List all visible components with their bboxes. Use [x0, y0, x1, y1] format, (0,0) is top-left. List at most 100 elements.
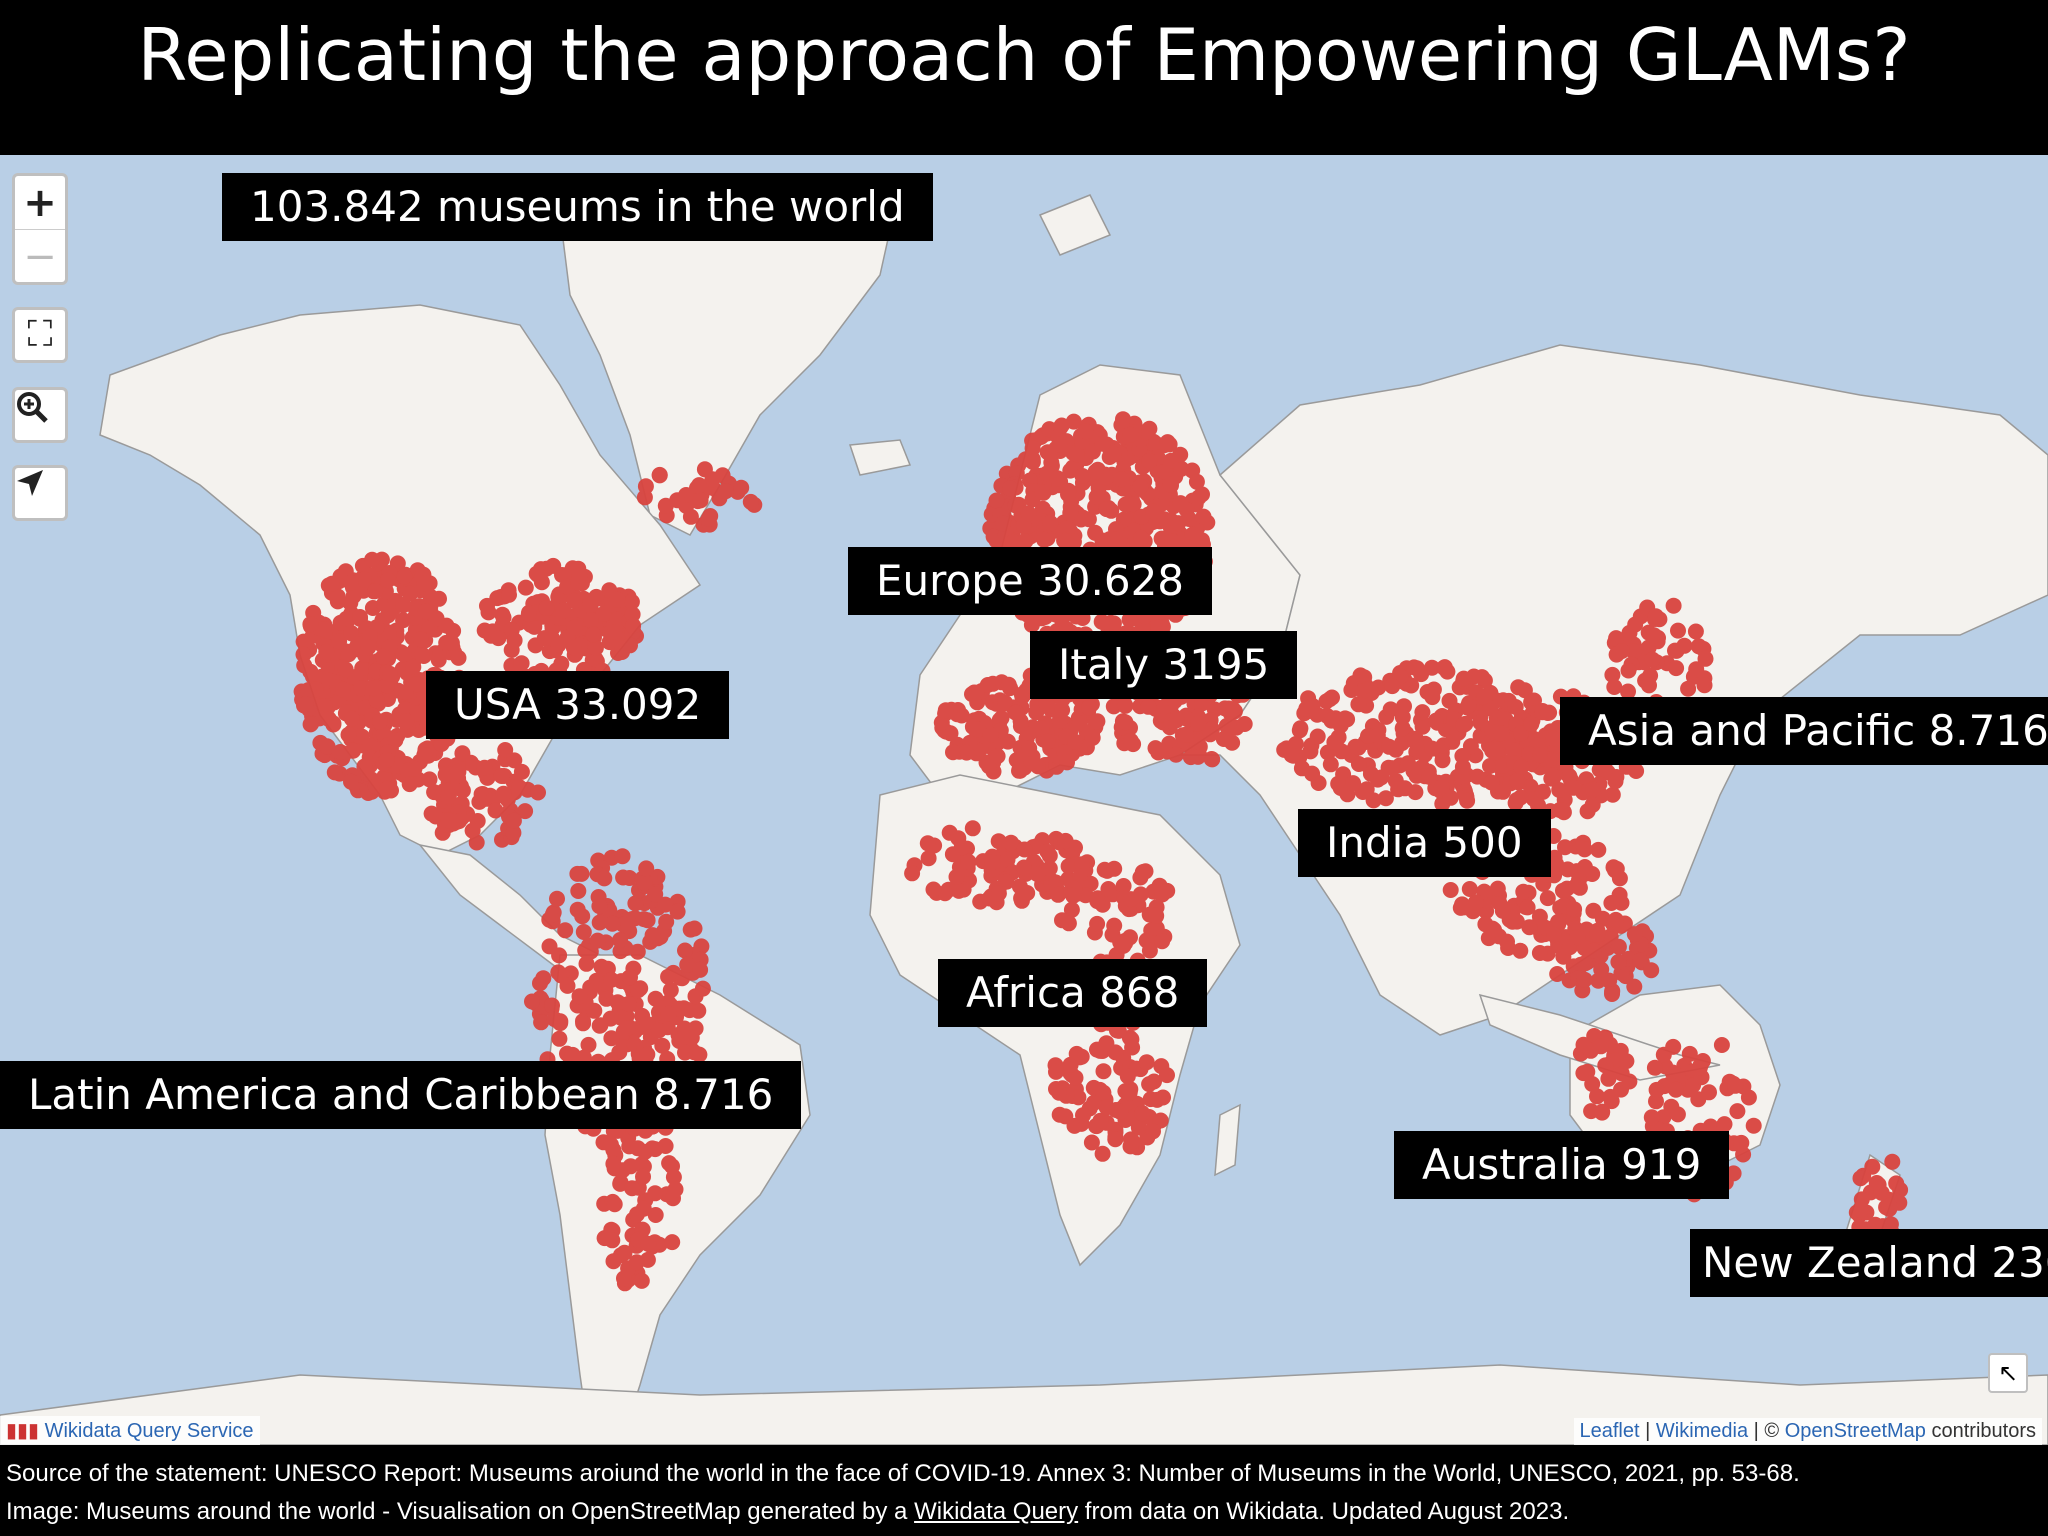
museum-marker[interactable]: [1681, 1045, 1698, 1062]
museum-marker[interactable]: [638, 860, 655, 877]
museum-marker[interactable]: [1508, 913, 1525, 930]
museum-marker[interactable]: [960, 853, 977, 870]
museum-marker[interactable]: [1593, 961, 1610, 978]
museum-marker[interactable]: [1688, 661, 1705, 678]
museum-marker[interactable]: [1646, 1059, 1663, 1076]
museum-marker[interactable]: [544, 997, 560, 1014]
museum-marker[interactable]: [1604, 786, 1621, 803]
museum-marker[interactable]: [1029, 866, 1046, 882]
museum-marker[interactable]: [401, 776, 418, 793]
museum-marker[interactable]: [506, 632, 523, 649]
museum-marker[interactable]: [1188, 473, 1205, 490]
museum-marker[interactable]: [570, 883, 587, 899]
museum-marker[interactable]: [1309, 728, 1326, 745]
locate-button[interactable]: [12, 465, 68, 521]
museum-marker[interactable]: [338, 610, 355, 627]
museum-marker[interactable]: [1648, 1093, 1664, 1110]
museum-marker[interactable]: [1168, 712, 1185, 729]
museum-marker[interactable]: [1107, 531, 1124, 548]
museum-marker[interactable]: [1546, 767, 1563, 784]
museum-marker[interactable]: [433, 736, 450, 752]
museum-marker[interactable]: [1015, 859, 1032, 876]
museum-marker[interactable]: [345, 742, 362, 759]
museum-marker[interactable]: [528, 565, 545, 582]
museum-marker[interactable]: [1469, 768, 1486, 785]
museum-marker[interactable]: [1094, 1145, 1111, 1162]
museum-marker[interactable]: [1034, 484, 1051, 501]
museum-marker[interactable]: [630, 982, 647, 999]
museum-marker[interactable]: [624, 1180, 641, 1197]
museum-marker[interactable]: [622, 969, 638, 986]
museum-marker[interactable]: [395, 612, 412, 629]
museum-marker[interactable]: [1882, 1216, 1899, 1233]
museum-marker[interactable]: [686, 920, 703, 937]
museum-marker[interactable]: [994, 515, 1011, 532]
museum-marker[interactable]: [1512, 789, 1529, 806]
museum-marker[interactable]: [606, 1196, 623, 1213]
museum-marker[interactable]: [1070, 1089, 1087, 1106]
museum-marker[interactable]: [559, 977, 576, 994]
museum-marker[interactable]: [1112, 1103, 1129, 1120]
museum-marker[interactable]: [526, 618, 543, 635]
museum-marker[interactable]: [635, 911, 652, 928]
museum-marker[interactable]: [1460, 697, 1477, 714]
museum-marker[interactable]: [1068, 1045, 1085, 1062]
museum-marker[interactable]: [1433, 778, 1450, 795]
museum-marker[interactable]: [334, 681, 351, 698]
museum-marker[interactable]: [360, 639, 377, 656]
osm-link[interactable]: OpenStreetMap: [1784, 1420, 1926, 1442]
museum-marker[interactable]: [1545, 730, 1562, 747]
museum-marker[interactable]: [302, 616, 319, 633]
museum-marker[interactable]: [454, 745, 471, 762]
museum-marker[interactable]: [1148, 907, 1165, 924]
museum-marker[interactable]: [356, 758, 373, 775]
museum-marker[interactable]: [988, 492, 1005, 509]
museum-marker[interactable]: [964, 820, 981, 837]
museum-marker[interactable]: [612, 932, 629, 948]
museum-marker[interactable]: [1551, 802, 1568, 818]
museum-marker[interactable]: [340, 726, 357, 743]
museum-marker[interactable]: [551, 1030, 568, 1047]
museum-marker[interactable]: [1532, 747, 1548, 764]
museum-marker[interactable]: [1042, 514, 1059, 531]
museum-marker[interactable]: [412, 631, 429, 648]
museum-marker[interactable]: [1382, 701, 1399, 718]
museum-marker[interactable]: [1864, 1158, 1881, 1175]
museum-marker[interactable]: [691, 1046, 708, 1063]
museum-marker[interactable]: [352, 609, 368, 625]
museum-marker[interactable]: [1330, 775, 1347, 792]
museum-marker[interactable]: [1590, 841, 1607, 858]
museum-marker[interactable]: [1873, 1184, 1890, 1201]
museum-marker[interactable]: [609, 591, 626, 608]
museum-marker[interactable]: [1621, 624, 1638, 641]
museum-marker[interactable]: [1643, 1109, 1660, 1126]
museum-marker[interactable]: [343, 710, 360, 727]
museum-marker[interactable]: [464, 822, 481, 839]
museum-marker[interactable]: [677, 1044, 693, 1061]
museum-marker[interactable]: [1002, 480, 1018, 497]
museum-marker[interactable]: [1852, 1170, 1869, 1187]
museum-marker[interactable]: [340, 646, 357, 663]
museum-marker[interactable]: [326, 764, 343, 781]
museum-marker[interactable]: [511, 779, 528, 795]
museum-marker[interactable]: [443, 635, 460, 651]
museum-marker[interactable]: [1439, 663, 1456, 680]
museum-marker[interactable]: [1036, 531, 1053, 548]
museum-marker[interactable]: [588, 588, 605, 605]
museum-marker[interactable]: [1138, 1054, 1155, 1071]
museum-marker[interactable]: [1604, 986, 1620, 1002]
collapse-button[interactable]: ↖: [1988, 1353, 2028, 1393]
museum-marker[interactable]: [1406, 659, 1422, 676]
museum-marker[interactable]: [566, 619, 583, 636]
museum-marker[interactable]: [1690, 638, 1707, 655]
museum-marker[interactable]: [1551, 782, 1568, 798]
museum-marker[interactable]: [1204, 751, 1221, 768]
museum-marker[interactable]: [700, 510, 717, 527]
zoom-box-button[interactable]: [12, 387, 68, 443]
museum-marker[interactable]: [1607, 911, 1624, 928]
museum-marker[interactable]: [505, 812, 522, 829]
museum-marker[interactable]: [1373, 769, 1390, 786]
museum-marker[interactable]: [1350, 739, 1367, 756]
museum-marker[interactable]: [569, 901, 586, 918]
museum-marker[interactable]: [1302, 743, 1319, 760]
